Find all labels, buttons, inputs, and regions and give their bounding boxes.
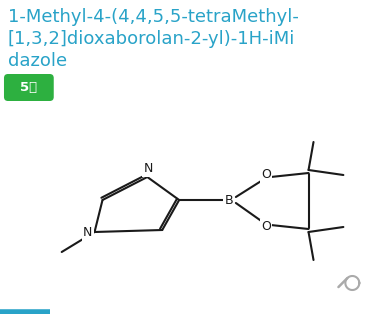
- Text: 1-Methyl-4-(4,4,5,5-tetraMethyl-: 1-Methyl-4-(4,4,5,5-tetraMethyl-: [8, 8, 299, 26]
- Text: 5级: 5级: [20, 81, 37, 94]
- Text: N: N: [144, 163, 153, 176]
- Text: dazole: dazole: [8, 52, 67, 70]
- FancyBboxPatch shape: [4, 74, 54, 101]
- Text: [1,3,2]dioxaborolan-2-yl)-1H-iMi: [1,3,2]dioxaborolan-2-yl)-1H-iMi: [8, 30, 295, 48]
- Text: N: N: [83, 226, 92, 240]
- Text: B: B: [225, 193, 233, 207]
- Text: O: O: [261, 169, 271, 181]
- Text: O: O: [261, 220, 271, 234]
